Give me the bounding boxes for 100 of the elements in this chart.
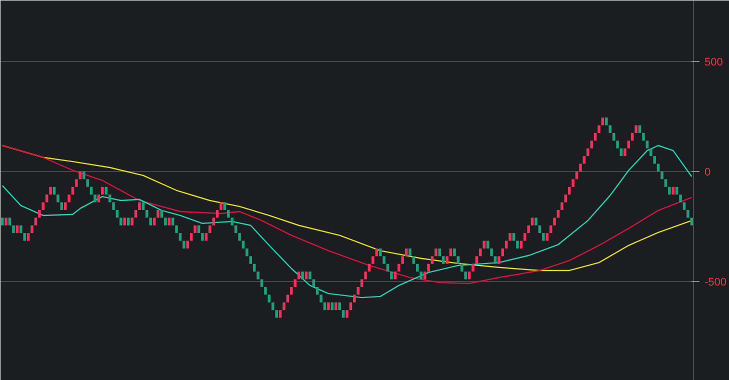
candlestick (523, 233, 526, 241)
candlestick (278, 310, 282, 318)
candlestick (690, 218, 694, 226)
candlestick (68, 194, 70, 202)
candlestick (512, 233, 516, 241)
candlestick (268, 294, 271, 302)
candlestick (320, 294, 322, 302)
candlestick (530, 218, 534, 226)
candlestick (668, 186, 671, 195)
candlestick (686, 210, 690, 218)
candlestick (120, 218, 122, 226)
candlestick (430, 256, 434, 264)
y-tick-label: -500 (704, 276, 727, 288)
candlestick (212, 218, 215, 226)
candlestick (534, 218, 538, 226)
candlestick (308, 272, 312, 280)
candlestick (442, 256, 445, 264)
candlestick (204, 233, 208, 241)
candlestick (590, 140, 593, 148)
candlestick (201, 233, 204, 241)
candlestick (672, 186, 675, 195)
candlestick (230, 218, 234, 226)
candlestick (34, 218, 38, 226)
candlestick (660, 171, 664, 180)
candlestick (8, 218, 12, 226)
candlestick (152, 218, 156, 226)
candlestick (586, 148, 590, 156)
candlestick (194, 225, 196, 234)
candlestick (49, 186, 52, 195)
candlestick (353, 294, 356, 302)
candlestick (97, 194, 100, 202)
candlestick (220, 202, 222, 210)
candlestick (190, 233, 193, 241)
candlestick (45, 194, 48, 202)
candlestick (416, 264, 419, 272)
candlestick (408, 248, 412, 256)
candlestick (149, 218, 152, 226)
candlestick (475, 256, 478, 264)
candlestick (460, 264, 464, 272)
candlestick (427, 264, 430, 272)
candlestick (23, 233, 26, 241)
candlestick (542, 233, 545, 241)
candlestick (453, 248, 456, 256)
candlestick (527, 225, 530, 234)
candlestick (227, 210, 230, 218)
candlestick (627, 140, 630, 148)
candlestick (446, 256, 448, 264)
candlestick (372, 256, 374, 264)
candlestick (342, 310, 345, 318)
y-tick-label: 0 (704, 166, 711, 178)
candlestick (482, 240, 486, 248)
candlestick (301, 272, 304, 280)
candlestick (582, 156, 586, 164)
candlestick (516, 240, 519, 248)
candlestick (256, 272, 260, 280)
candlestick (508, 233, 512, 241)
candlestick (101, 186, 104, 195)
candlestick (334, 302, 338, 310)
candlestick (464, 272, 467, 280)
candlestick (38, 210, 41, 218)
candlestick (456, 256, 460, 264)
candlestick (297, 272, 300, 280)
candlestick (271, 302, 274, 310)
candlestick (494, 256, 497, 264)
candlestick (608, 125, 612, 133)
candlestick (560, 202, 564, 210)
candlestick (553, 218, 556, 226)
candlestick (364, 272, 367, 280)
candlestick (75, 179, 78, 187)
candlestick (564, 194, 568, 202)
candlestick (42, 202, 45, 210)
candlestick (126, 218, 130, 226)
candlestick (472, 264, 474, 272)
candlestick (145, 210, 148, 218)
candlestick (178, 233, 182, 241)
candlestick (175, 225, 178, 234)
candlestick (572, 179, 574, 187)
candlestick (397, 264, 400, 272)
y-tick-label: 500 (704, 56, 723, 68)
candlestick (130, 218, 134, 226)
candlestick (356, 286, 360, 295)
candlestick (634, 125, 638, 133)
candlestick (327, 302, 330, 310)
candlestick (30, 225, 34, 234)
candlestick (304, 272, 308, 280)
candlestick (182, 240, 186, 248)
candlestick (94, 194, 96, 202)
candlestick (4, 218, 8, 226)
candlestick (56, 194, 60, 202)
candlestick (19, 225, 22, 234)
candlestick (338, 302, 341, 310)
candlestick (290, 286, 293, 295)
candlestick (601, 118, 604, 126)
candlestick (490, 248, 493, 256)
candlestick (649, 148, 652, 156)
candlestick (434, 248, 438, 256)
candlestick (624, 148, 626, 156)
candlestick (346, 310, 348, 318)
candlestick (26, 233, 30, 241)
candlestick (412, 256, 416, 264)
